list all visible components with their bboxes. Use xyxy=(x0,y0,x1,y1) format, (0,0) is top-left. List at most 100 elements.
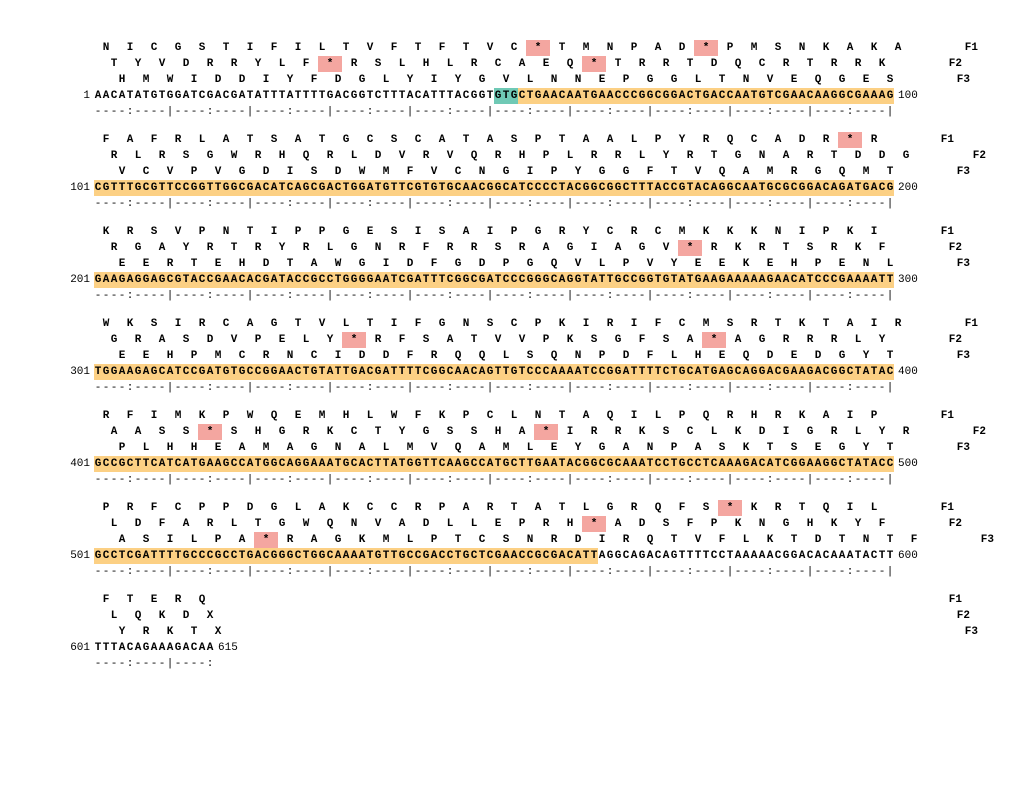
amino-acid: I xyxy=(382,316,406,332)
amino-acid: P xyxy=(510,516,534,532)
nucleotide: G xyxy=(310,364,318,380)
amino-acid: I xyxy=(182,72,206,88)
amino-acid: Q xyxy=(814,500,838,516)
nucleotide: C xyxy=(502,180,510,196)
nucleotide: G xyxy=(198,456,206,472)
nucleotide: C xyxy=(774,180,782,196)
amino-acid: G xyxy=(302,440,326,456)
nucleotide: G xyxy=(614,180,622,196)
amino-acid: V xyxy=(366,516,390,532)
nucleotide: G xyxy=(534,548,542,564)
amino-acid: F xyxy=(262,40,286,56)
amino-acid: G xyxy=(662,72,686,88)
nucleotide: A xyxy=(782,272,790,288)
nucleotide: T xyxy=(438,88,446,104)
amino-acid: P xyxy=(590,348,614,364)
nucleotide: A xyxy=(558,272,566,288)
amino-acid: L xyxy=(574,500,598,516)
amino-acid: R xyxy=(166,132,190,148)
amino-acid: E xyxy=(710,348,734,364)
amino-acid: A xyxy=(734,164,758,180)
nucleotide: A xyxy=(766,456,774,472)
nucleotide: T xyxy=(118,548,126,564)
nucleotide: C xyxy=(526,364,534,380)
nucleotide: T xyxy=(502,88,510,104)
nucleotide: T xyxy=(854,548,862,564)
amino-acid: I xyxy=(574,316,598,332)
nucleotide: A xyxy=(798,364,806,380)
nucleotide: T xyxy=(646,364,654,380)
amino-acid: L xyxy=(558,148,582,164)
amino-acid: C xyxy=(750,56,774,72)
nucleotide: T xyxy=(110,180,118,196)
nucleotide: A xyxy=(182,88,190,104)
aa-sequence: WKSIRCAGTVLTIFGNSCPKIRIFCMSRTKTAIR xyxy=(94,316,910,332)
nucleotide: A xyxy=(214,456,222,472)
nucleotide: A xyxy=(486,272,494,288)
amino-acid: L xyxy=(374,72,398,88)
amino-acid: Y xyxy=(390,424,414,440)
amino-acid: R xyxy=(158,256,182,272)
nucleotide: T xyxy=(342,364,350,380)
nucleotide: A xyxy=(694,364,702,380)
nucleotide: G xyxy=(214,272,222,288)
amino-acid: G xyxy=(414,424,438,440)
ruler-line: ----:----|----:----|----:----|----:----|… xyxy=(60,472,964,488)
nucleotide: C xyxy=(830,272,838,288)
nucleotide: T xyxy=(390,364,398,380)
amino-acid: Y xyxy=(318,332,342,348)
amino-acid: D xyxy=(350,348,374,364)
amino-acid: P xyxy=(526,132,550,148)
ruler: ----:----|----:----|----:----|----:----|… xyxy=(94,104,894,120)
nucleotide: G xyxy=(270,364,278,380)
nucleotide: C xyxy=(726,88,734,104)
nucleotide: T xyxy=(414,364,422,380)
nucleotide: A xyxy=(574,548,582,564)
nucleotide: G xyxy=(174,88,182,104)
nucleotide: T xyxy=(318,88,326,104)
nucleotide: G xyxy=(830,88,838,104)
amino-acid: N xyxy=(454,316,478,332)
nucleotide: G xyxy=(206,88,214,104)
nucleotide: C xyxy=(470,272,478,288)
amino-acid: G xyxy=(198,148,222,164)
nucleotide: G xyxy=(582,456,590,472)
nucleotide: T xyxy=(670,272,678,288)
nucleotide: C xyxy=(790,180,798,196)
dna-line: 501GCCTCGATTTTGCCCGCCTGACGGGCTGGCAAAATGT… xyxy=(60,548,964,564)
nucleotide: G xyxy=(742,456,750,472)
amino-acid: C xyxy=(358,500,382,516)
amino-acid: K xyxy=(550,316,574,332)
amino-acid: R xyxy=(606,148,630,164)
nucleotide: C xyxy=(502,272,510,288)
amino-acid: S xyxy=(222,424,246,440)
nucleotide: T xyxy=(590,548,598,564)
nucleotide: A xyxy=(854,456,862,472)
amino-acid: K xyxy=(150,608,174,624)
frame-label: F1 xyxy=(920,224,954,240)
nucleotide: C xyxy=(598,456,606,472)
amino-acid: Q xyxy=(726,56,750,72)
amino-acid: L xyxy=(126,148,150,164)
nucleotide: A xyxy=(134,640,142,656)
amino-acid: G xyxy=(230,164,254,180)
amino-acid: M xyxy=(166,408,190,424)
nucleotide: G xyxy=(678,456,686,472)
nucleotide: G xyxy=(486,364,494,380)
nucleotide: A xyxy=(758,272,766,288)
nucleotide: T xyxy=(134,456,142,472)
amino-acid: E xyxy=(758,256,782,272)
nucleotide: A xyxy=(774,272,782,288)
nucleotide: C xyxy=(102,548,110,564)
nucleotide: G xyxy=(614,548,622,564)
amino-acid: I xyxy=(838,500,862,516)
nucleotide: C xyxy=(550,180,558,196)
nucleotide: C xyxy=(814,272,822,288)
amino-acid: Y xyxy=(854,348,878,364)
dna-sequence: GCCTCGATTTTGCCCGCCTGACGGGCTGGCAAAATGTTGC… xyxy=(94,548,894,564)
nucleotide: A xyxy=(110,272,118,288)
stop-codon: * xyxy=(582,516,606,532)
amino-acid: T xyxy=(310,132,334,148)
nucleotide: C xyxy=(622,88,630,104)
nucleotide: G xyxy=(838,180,846,196)
